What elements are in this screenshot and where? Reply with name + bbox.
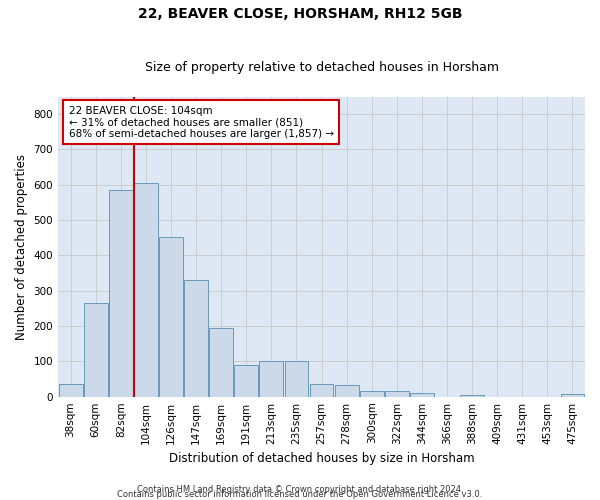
Bar: [209, 328, 233, 396]
Bar: [385, 392, 409, 396]
Bar: [410, 393, 434, 396]
Bar: [310, 384, 334, 396]
Bar: [109, 190, 133, 396]
Bar: [335, 386, 359, 396]
Text: Contains public sector information licensed under the Open Government Licence v3: Contains public sector information licen…: [118, 490, 482, 499]
Bar: [184, 280, 208, 396]
Bar: [259, 362, 283, 396]
Bar: [284, 360, 308, 396]
Title: Size of property relative to detached houses in Horsham: Size of property relative to detached ho…: [145, 62, 499, 74]
Y-axis label: Number of detached properties: Number of detached properties: [15, 154, 28, 340]
Text: 22 BEAVER CLOSE: 104sqm
← 31% of detached houses are smaller (851)
68% of semi-d: 22 BEAVER CLOSE: 104sqm ← 31% of detache…: [68, 106, 334, 138]
Text: Contains HM Land Registry data © Crown copyright and database right 2024.: Contains HM Land Registry data © Crown c…: [137, 484, 463, 494]
Bar: [159, 237, 183, 396]
Bar: [235, 365, 258, 396]
Bar: [134, 183, 158, 396]
Bar: [84, 303, 107, 396]
Bar: [59, 384, 83, 396]
Bar: [460, 395, 484, 396]
X-axis label: Distribution of detached houses by size in Horsham: Distribution of detached houses by size …: [169, 452, 475, 465]
Bar: [360, 390, 383, 396]
Bar: [560, 394, 584, 396]
Text: 22, BEAVER CLOSE, HORSHAM, RH12 5GB: 22, BEAVER CLOSE, HORSHAM, RH12 5GB: [138, 8, 462, 22]
